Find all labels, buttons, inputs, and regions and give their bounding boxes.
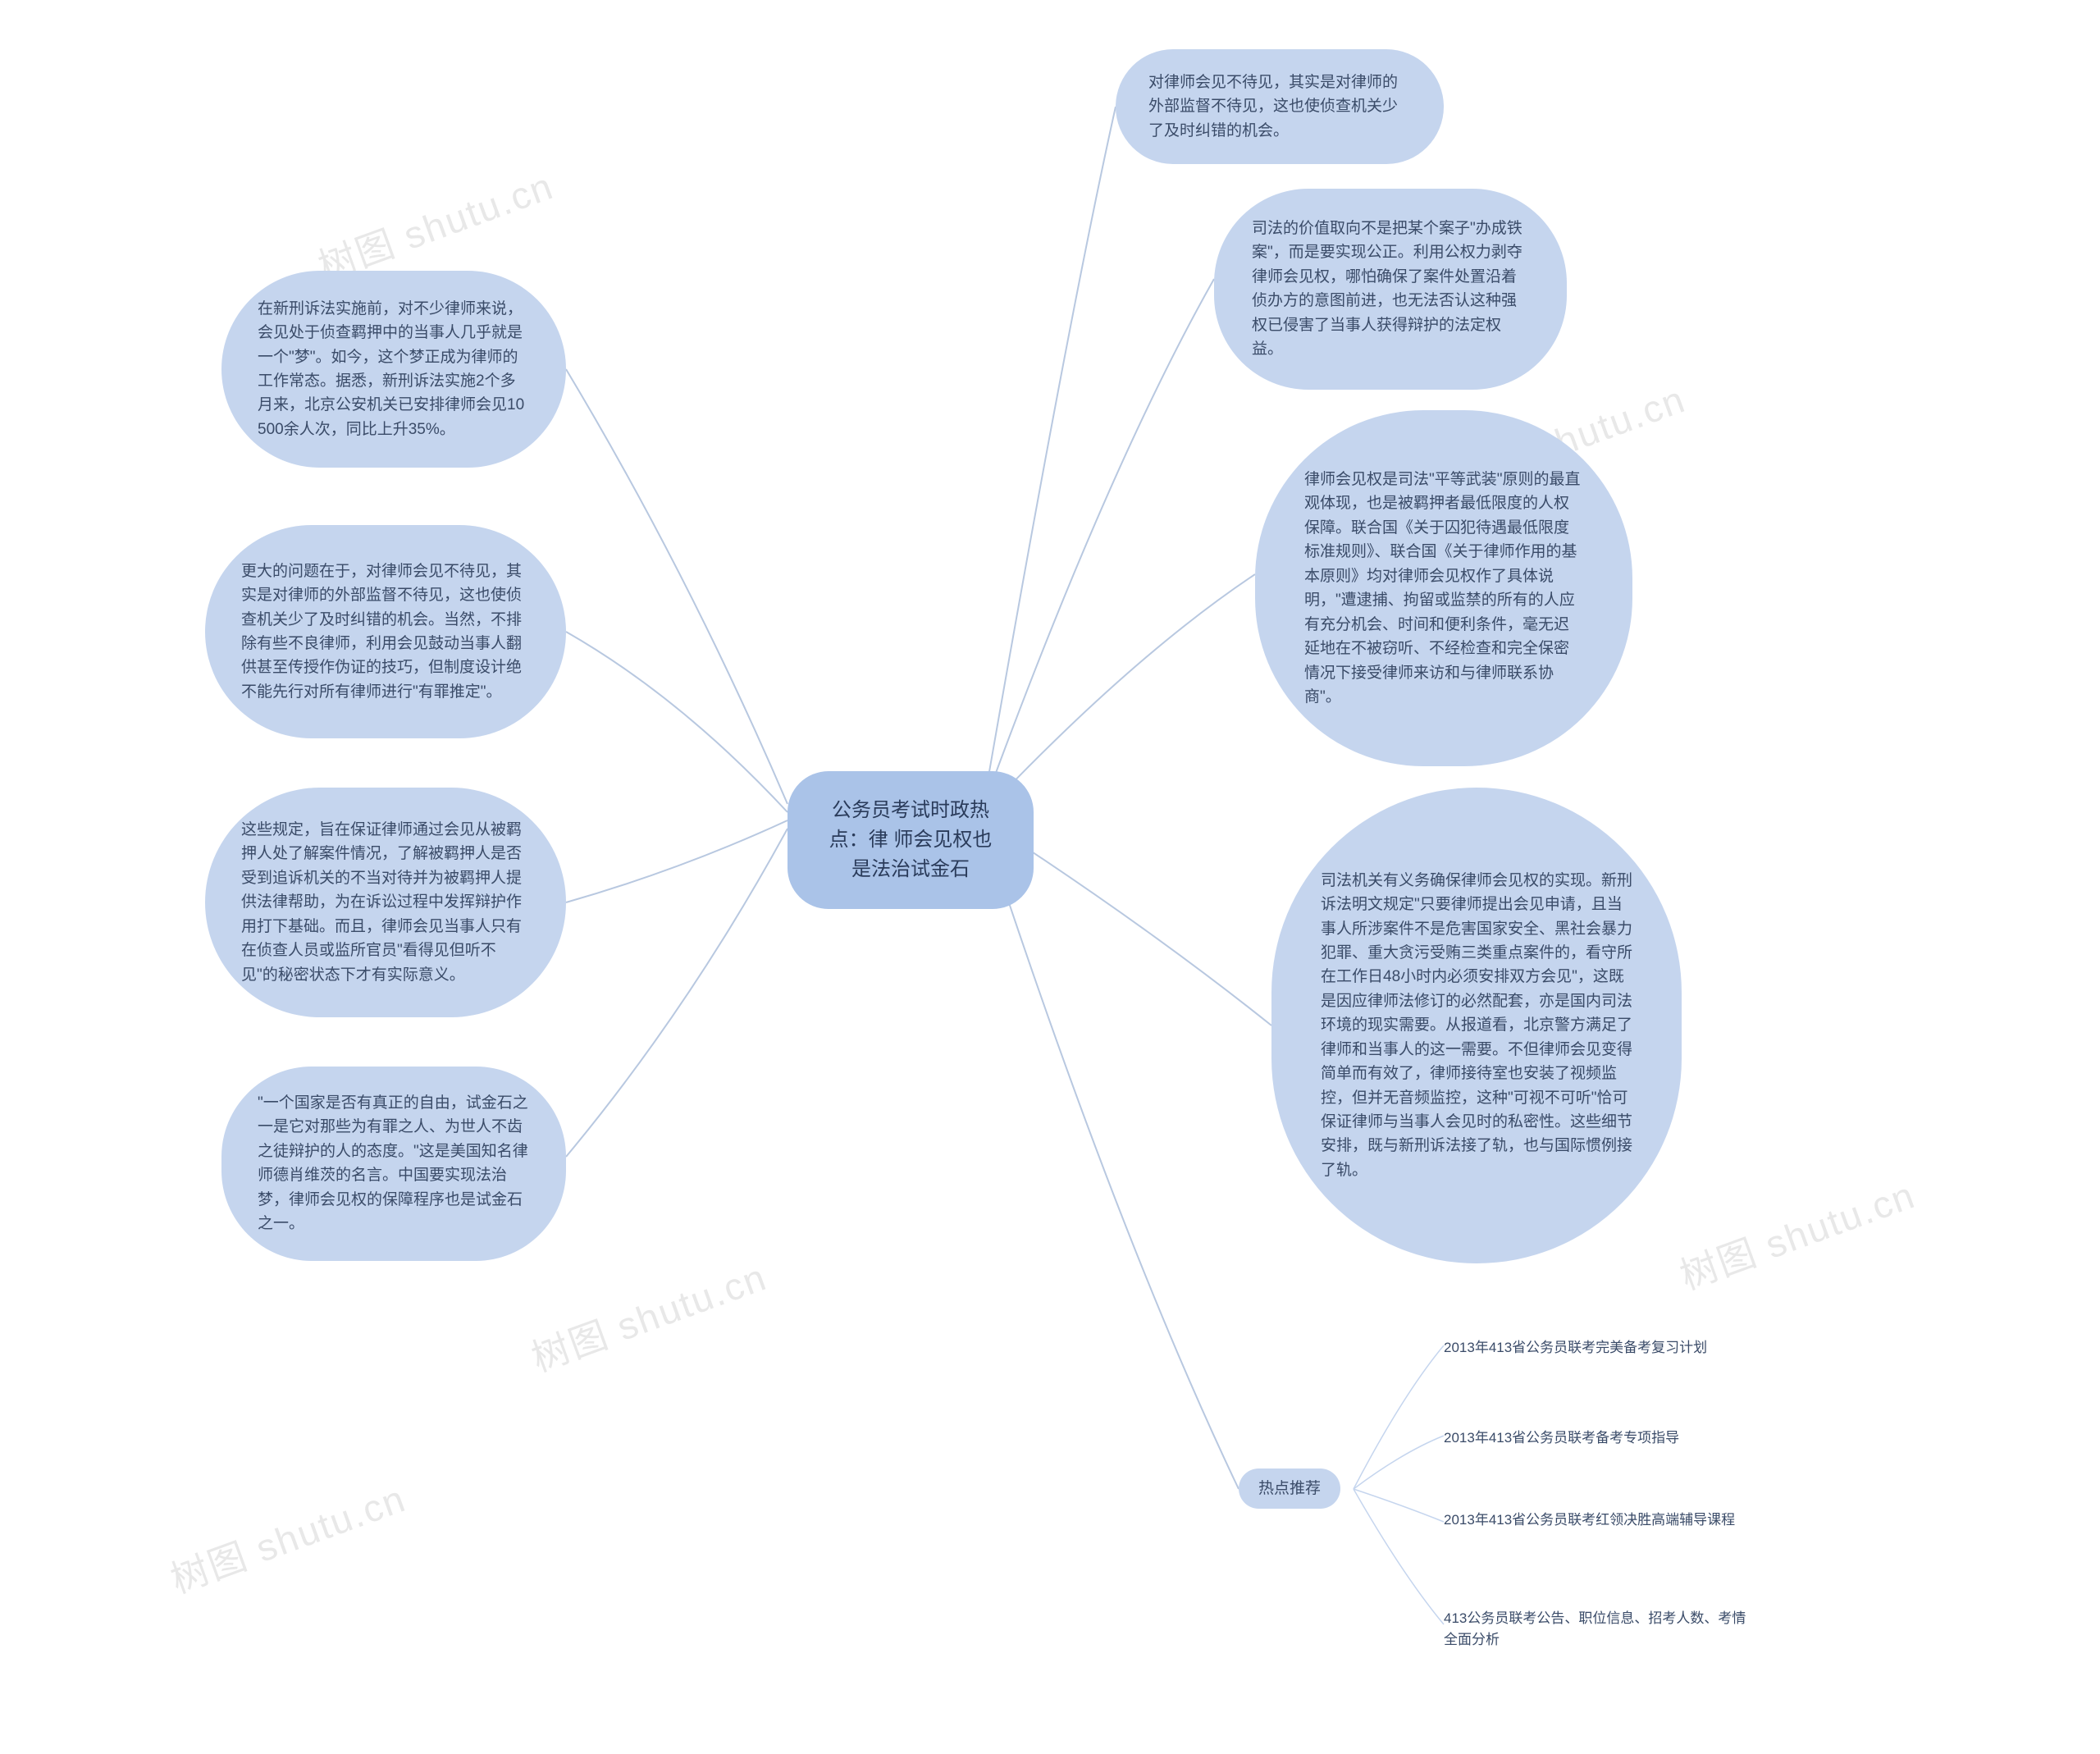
watermark: 树图 shutu.cn xyxy=(162,1469,413,1605)
right-node-2: 司法的价值取向不是把某个案子"办成铁案"，而是要实现公正。利用公权力剥夺律师会见… xyxy=(1214,189,1567,390)
sub-label-text: 热点推荐 xyxy=(1258,1477,1321,1500)
left-node-4: "一个国家是否有真正的自由，试金石之一是它对那些为有罪之人、为世人不齿之徒辩护的… xyxy=(221,1067,566,1261)
sub-label: 热点推荐 xyxy=(1239,1469,1340,1509)
node-text: "一个国家是否有真正的自由，试金石之一是它对那些为有罪之人、为世人不齿之徒辩护的… xyxy=(258,1091,530,1236)
leaf-2: 2013年413省公务员联考备考专项指导 xyxy=(1444,1427,1679,1449)
watermark: 树图 shutu.cn xyxy=(523,1248,774,1383)
node-text: 更大的问题在于，对律师会见不待见，其实是对律师的外部监督不待见，这也使侦查机关少… xyxy=(241,560,530,705)
node-text: 在新刑诉法实施前，对不少律师来说，会见处于侦查羁押中的当事人几乎就是一个"梦"。… xyxy=(258,297,530,442)
center-text: 公务员考试时政热点：律 师会见权也是法治试金石 xyxy=(824,796,997,884)
center-node: 公务员考试时政热点：律 师会见权也是法治试金石 xyxy=(788,771,1034,909)
right-node-1: 对律师会见不待见，其实是对律师的外部监督不待见，这也使侦查机关少了及时纠错的机会… xyxy=(1116,49,1444,164)
left-node-1: 在新刑诉法实施前，对不少律师来说，会见处于侦查羁押中的当事人几乎就是一个"梦"。… xyxy=(221,271,566,468)
leaf-1: 2013年413省公务员联考完美备考复习计划 xyxy=(1444,1337,1707,1359)
node-text: 司法机关有义务确保律师会见权的实现。新刑诉法明文规定"只要律师提出会见申请，且当… xyxy=(1321,869,1632,1183)
leaf-3: 2013年413省公务员联考红领决胜高端辅导课程 xyxy=(1444,1510,1735,1531)
node-text: 司法的价值取向不是把某个案子"办成铁案"，而是要实现公正。利用公权力剥夺律师会见… xyxy=(1252,217,1529,362)
leaf-4: 413公务员联考公告、职位信息、招考人数、考情全面分析 xyxy=(1444,1608,1755,1650)
node-text: 对律师会见不待见，其实是对律师的外部监督不待见，这也使侦查机关少了及时纠错的机会… xyxy=(1148,71,1411,143)
node-text: 这些规定，旨在保证律师通过会见从被羁押人处了解案件情况，了解被羁押人是否受到追诉… xyxy=(241,818,530,987)
right-node-4: 司法机关有义务确保律师会见权的实现。新刑诉法明文规定"只要律师提出会见申请，且当… xyxy=(1271,788,1682,1263)
watermark: 树图 shutu.cn xyxy=(1672,1166,1922,1301)
node-text: 律师会见权是司法"平等武装"原则的最直观体现，也是被羁押者最低限度的人权保障。联… xyxy=(1304,468,1583,709)
left-node-3: 这些规定，旨在保证律师通过会见从被羁押人处了解案件情况，了解被羁押人是否受到追诉… xyxy=(205,788,566,1017)
left-node-2: 更大的问题在于，对律师会见不待见，其实是对律师的外部监督不待见，这也使侦查机关少… xyxy=(205,525,566,738)
right-node-3: 律师会见权是司法"平等武装"原则的最直观体现，也是被羁押者最低限度的人权保障。联… xyxy=(1255,410,1632,766)
